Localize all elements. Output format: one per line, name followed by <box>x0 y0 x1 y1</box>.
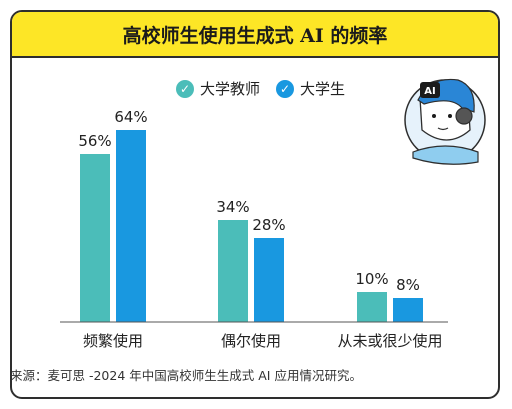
robot-eye-right <box>448 114 452 118</box>
bars-group: 56%64% 频繁使用 34%28% 偶尔使用 10% 8% 从未或很少使用 <box>78 108 442 350</box>
check-circle-icon: ✓ <box>276 79 295 98</box>
data-label: 8% <box>396 276 420 294</box>
bar-students-0 <box>116 130 146 322</box>
ai-badge-label: AI <box>424 86 435 97</box>
data-label: 64% <box>114 108 147 126</box>
chart-title: 高校师生使用生成式 AI 的频率 <box>12 12 498 58</box>
source-note: 来源：麦可思 -2024 年中国高校师生生成式 AI 应用情况研究。 <box>10 368 362 383</box>
bar-teachers-2 <box>357 292 387 322</box>
data-label: 10% <box>355 270 388 288</box>
bar-students-1 <box>254 238 284 322</box>
category-label: 偶尔使用 <box>221 332 281 350</box>
legend-item-teachers: ✓ 大学教师 <box>176 78 260 99</box>
category-label: 从未或很少使用 <box>337 332 442 350</box>
data-label: 28% <box>252 216 285 234</box>
ai-badge <box>420 82 440 98</box>
category-label: 频繁使用 <box>83 332 143 350</box>
data-label: 34% <box>216 198 249 216</box>
bar-teachers-0 <box>80 154 110 322</box>
data-label: 56% <box>78 132 111 150</box>
bar-teachers-1 <box>218 220 248 322</box>
bar-students-2 <box>393 298 423 322</box>
legend-item-students: ✓ 大学生 <box>276 78 345 99</box>
robot-mouth <box>437 127 449 131</box>
check-circle-icon: ✓ <box>176 79 194 98</box>
robot-illustration: AI <box>404 78 486 165</box>
legend-label-students: 大学生 <box>300 80 346 98</box>
robot-eye-left <box>432 114 436 118</box>
legend: ✓ 大学教师 ✓ 大学生 <box>176 78 345 99</box>
robot-headphone-icon <box>455 107 473 125</box>
legend-label-teachers: 大学教师 <box>200 80 261 98</box>
robot-shirt <box>412 145 479 165</box>
